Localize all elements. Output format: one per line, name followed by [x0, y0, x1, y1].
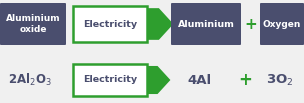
Text: +: +: [245, 16, 257, 32]
Text: Aluminium
oxide: Aluminium oxide: [6, 14, 60, 34]
Text: 3O$_2$: 3O$_2$: [266, 72, 294, 88]
FancyBboxPatch shape: [73, 64, 147, 96]
Polygon shape: [147, 8, 173, 40]
FancyBboxPatch shape: [0, 3, 66, 45]
Text: Electricity: Electricity: [83, 19, 137, 29]
Polygon shape: [147, 66, 171, 94]
Text: +: +: [238, 71, 252, 89]
Text: Oxygen: Oxygen: [263, 19, 301, 29]
FancyBboxPatch shape: [73, 6, 147, 42]
Text: 4Al: 4Al: [188, 74, 212, 87]
Text: Aluminium: Aluminium: [178, 19, 234, 29]
Text: 2Al$_2$O$_3$: 2Al$_2$O$_3$: [8, 72, 52, 88]
Text: Electricity: Electricity: [83, 75, 137, 84]
FancyBboxPatch shape: [171, 3, 241, 45]
FancyBboxPatch shape: [260, 3, 304, 45]
